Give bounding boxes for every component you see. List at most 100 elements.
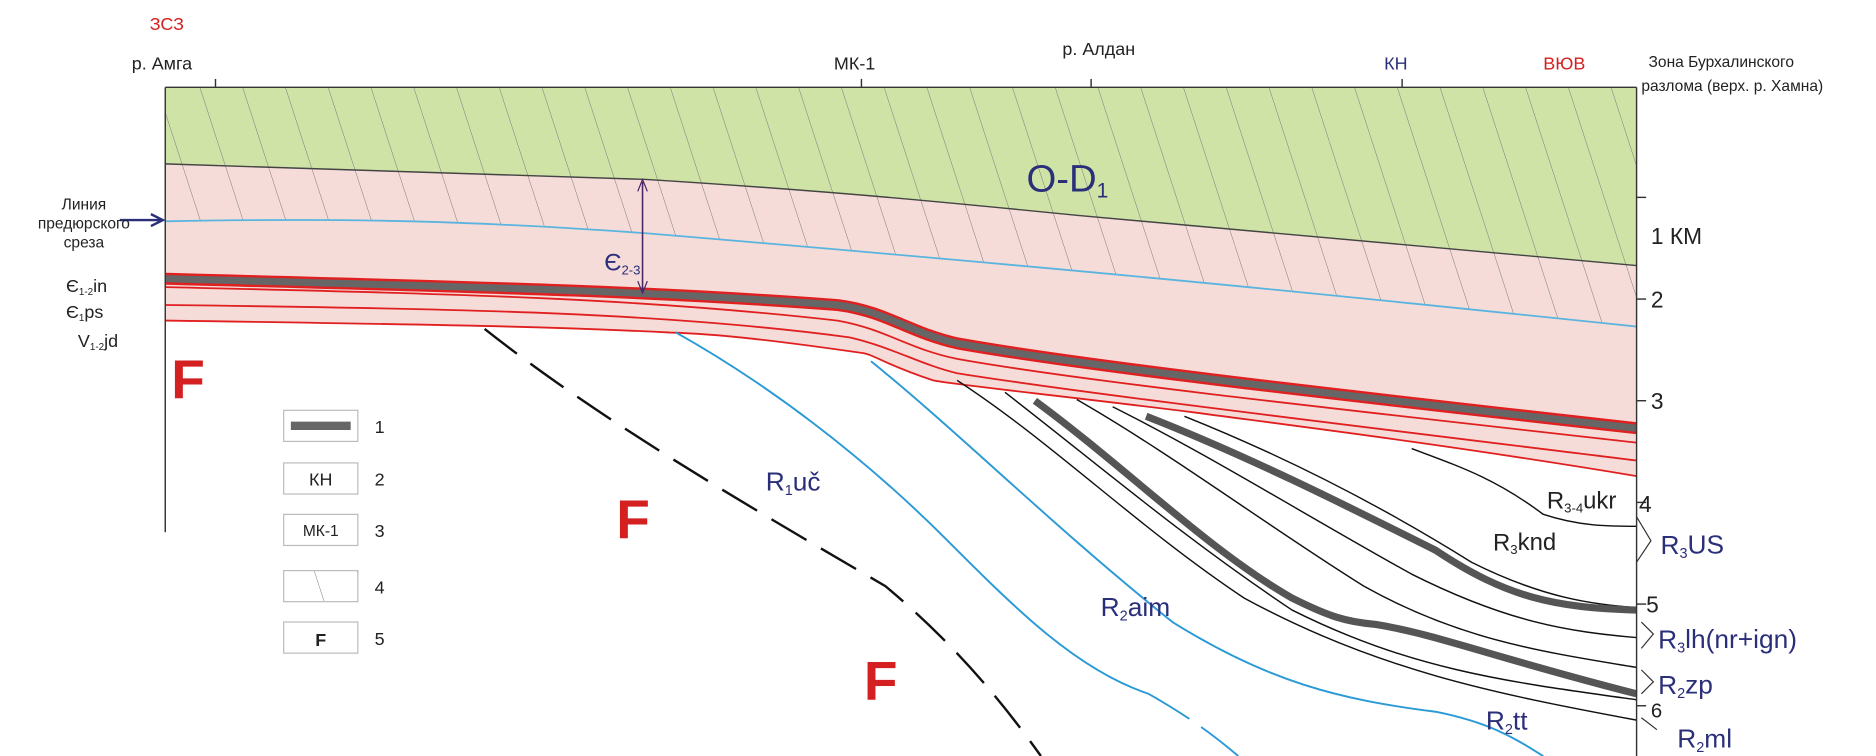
depth-label: 4 (1639, 491, 1652, 517)
point-label: МК-1 (834, 53, 875, 73)
unit-label: R1uč (766, 466, 821, 498)
unit-text: R (1658, 624, 1677, 654)
unit-subscript: 2 (1505, 722, 1513, 738)
unit-text: ukr (1583, 487, 1616, 514)
point-label: р. Алдан (1062, 39, 1135, 59)
arrow-head (637, 177, 648, 295)
point-label: р. Амга (132, 53, 192, 73)
unit-text: R (1547, 487, 1564, 514)
unit-text: O-D (1027, 157, 1097, 200)
unit-subscript: 1 (785, 483, 793, 499)
depth-label: 1 КМ (1651, 223, 1702, 249)
unit-label: Є2-3 (604, 249, 640, 277)
fault-symbol: F (616, 488, 650, 550)
pre-jurassic-label: Линия (62, 196, 107, 213)
unit-label: V1-2jd (78, 331, 118, 353)
unit-subscript: 3 (1677, 641, 1685, 657)
unit-label: R2zp (1658, 670, 1713, 702)
marker-bed (1032, 397, 1638, 698)
unit-subscript: 3-4 (1564, 500, 1583, 515)
marker-bed (165, 275, 1637, 432)
unit-text: R (1493, 529, 1510, 556)
unit-text: Є (66, 276, 79, 296)
boundary-line (870, 360, 1544, 756)
unit-label: R3lh(nr+ign) (1658, 624, 1797, 656)
point-label: КН (1384, 53, 1407, 73)
unit-text: lh(nr+ign) (1685, 624, 1797, 654)
legend-sample: F (315, 630, 326, 650)
unit-subscript: 3 (1680, 546, 1688, 562)
unit-text: R (1661, 530, 1680, 560)
depth-label: 6 (1651, 701, 1662, 723)
fault-symbol: F (171, 348, 205, 410)
unit-text: uč (793, 466, 821, 496)
unit-subscript: 1 (1097, 180, 1109, 203)
legend-number: 1 (375, 417, 385, 437)
unit-label: R3knd (1493, 529, 1556, 557)
legend (283, 409, 359, 654)
depth-label: 3 (1651, 388, 1664, 414)
direction: ЗСЗ (150, 14, 184, 34)
unit-text: R (766, 466, 785, 496)
unit-label: R2aim (1101, 592, 1170, 624)
od-base (165, 163, 1637, 267)
unit-text: Є (66, 302, 79, 322)
marker-bed (1144, 412, 1637, 614)
unit-subscript: 3 (1510, 542, 1517, 557)
unit-label: R2ml (1677, 723, 1732, 755)
boundary-line (1148, 692, 1239, 756)
unit-text: knd (1518, 529, 1557, 556)
frame (164, 78, 1647, 756)
unit-subscript: 1 (79, 313, 84, 324)
unit-label: Є1ps (66, 302, 103, 324)
riphean-lines (956, 379, 1637, 721)
unit-text: R (1658, 670, 1677, 700)
zone-label: Зона Бурхалинского (1649, 54, 1794, 71)
pre-jurassic-label: среза (64, 235, 105, 252)
unit-subscript: 1-2 (79, 287, 93, 298)
zone-label: разлома (верх. р. Хамна) (1641, 78, 1823, 95)
legend-number: 3 (375, 521, 385, 541)
unit-text: aim (1128, 592, 1170, 622)
unit-text: tt (1513, 706, 1528, 736)
unit-subscript: 2 (1677, 686, 1685, 702)
legend-number: 5 (375, 629, 385, 649)
unit-label: O-D1 (1027, 157, 1109, 202)
legend-sample: КН (309, 470, 332, 490)
unit-text: ml (1704, 723, 1732, 753)
direction: ВЮВ (1543, 53, 1585, 73)
pointer-arrow (119, 213, 166, 228)
legend-number: 4 (375, 577, 385, 597)
depth-label: 2 (1651, 286, 1664, 312)
unit-text: jd (103, 331, 118, 351)
fault-line (483, 328, 1042, 756)
depth-label: 5 (1646, 591, 1659, 617)
unit-subscript: 1-2 (90, 342, 104, 353)
unit-text: ps (84, 302, 103, 322)
legend-sample: МК-1 (303, 523, 339, 540)
unit-subscript: 2-3 (621, 262, 640, 277)
unit-text: R (1677, 724, 1696, 754)
pre-jurassic-label: предюрского (38, 215, 130, 232)
pre-jurassic-line (165, 219, 1637, 328)
unit-subscript: 2 (1120, 608, 1128, 624)
unit-text: R (1486, 706, 1505, 736)
unit-label: Є1-2in (66, 276, 107, 298)
unit-label: R3-4ukr (1547, 487, 1617, 515)
bracket (1636, 516, 1658, 731)
legend-number: 2 (375, 470, 385, 490)
unit-text: zp (1685, 670, 1713, 700)
fault-symbol: F (864, 650, 898, 712)
unit-label: R2tt (1486, 706, 1528, 738)
unit-text: R (1101, 592, 1120, 622)
unit-text: Є (604, 249, 621, 276)
unit-label: R3US (1661, 530, 1725, 562)
unit-text: V (78, 331, 90, 351)
unit-text: US (1688, 530, 1725, 560)
unit-subscript: 2 (1696, 740, 1704, 756)
red-lines (165, 286, 1637, 477)
boundary-line (675, 331, 1149, 695)
unit-text: in (93, 276, 107, 296)
